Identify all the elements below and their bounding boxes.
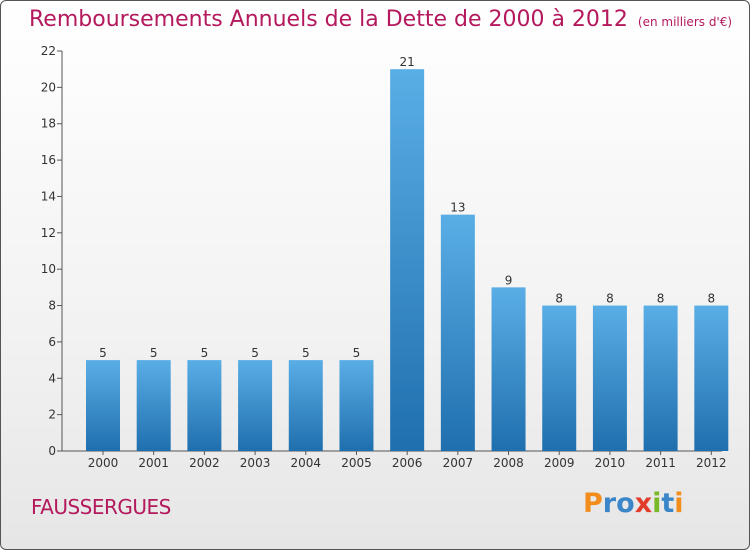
- x-tick-label: 2012: [696, 456, 727, 470]
- logo-letter: r: [602, 488, 617, 519]
- logo-letter: t: [661, 488, 675, 519]
- bar-value-label: 5: [353, 346, 361, 360]
- bar-value-label: 13: [450, 201, 465, 215]
- bar: [187, 360, 222, 451]
- bar: [491, 287, 526, 451]
- title-text: Remboursements Annuels de la Dette de 20…: [29, 7, 628, 32]
- x-tick-label: 2005: [341, 456, 372, 470]
- y-tick-label: 20: [41, 80, 56, 94]
- y-tick-label: 12: [41, 226, 56, 240]
- bar-value-label: 9: [505, 273, 513, 287]
- y-tick-label: 10: [41, 262, 56, 276]
- y-tick-label: 4: [48, 371, 56, 385]
- bar-chart: 0 2 4 6 8 10 12 14 16 18 20 22 2000 2001 2002 2003 2004…: [41, 44, 729, 470]
- bar: [288, 360, 323, 451]
- logo-letter: i: [674, 488, 684, 519]
- x-tick-label: 2010: [595, 456, 626, 470]
- bar: [694, 305, 729, 451]
- logo-letter: i: [652, 488, 662, 519]
- chart-title: Remboursements Annuels de la Dette de 20…: [29, 7, 732, 32]
- x-tick-label: 2007: [443, 456, 474, 470]
- bar: [440, 214, 475, 451]
- logo-letter: x: [634, 488, 653, 519]
- x-tick-label: 2009: [544, 456, 575, 470]
- bar-value-label: 5: [150, 346, 158, 360]
- bar: [136, 360, 171, 451]
- y-tick-label: 0: [48, 444, 56, 458]
- x-axis: 2000 2001 2002 2003 2004 2005 2006 2007 2008 2009…: [62, 450, 727, 470]
- commune-name: FAUSSERGUES: [31, 495, 171, 519]
- x-tick-label: 2008: [493, 456, 524, 470]
- bar-value-label: 8: [606, 292, 614, 306]
- x-tick-label: 2000: [88, 456, 119, 470]
- bar: [86, 360, 120, 451]
- y-tick-label: 14: [41, 189, 56, 203]
- bar-value-label: 5: [251, 346, 259, 360]
- bar-value-label: 8: [657, 292, 665, 306]
- bars: 5 5 5 5 5 5 21 13 9 8 8 8 8: [86, 55, 729, 451]
- logo-letter: o: [616, 488, 635, 519]
- bar-value-label: 5: [302, 346, 310, 360]
- x-tick-label: 2011: [645, 456, 676, 470]
- x-tick-label: 2003: [240, 456, 271, 470]
- x-tick-label: 2001: [138, 456, 169, 470]
- bar: [643, 305, 678, 451]
- bar: [542, 305, 577, 451]
- y-axis: 0 2 4 6 8 10 12 14 16 18 20 22: [41, 44, 63, 458]
- y-tick-label: 2: [48, 408, 56, 422]
- bar-value-label: 21: [400, 55, 415, 69]
- bar-value-label: 5: [99, 346, 107, 360]
- y-tick-label: 6: [48, 335, 56, 349]
- bar: [238, 360, 273, 451]
- bar: [592, 305, 627, 451]
- chart-subtitle: (en milliers d'€): [637, 15, 733, 29]
- x-tick-label: 2002: [189, 456, 220, 470]
- y-tick-label: 8: [48, 299, 56, 313]
- bar: [390, 69, 425, 451]
- bar: [339, 360, 374, 451]
- x-tick-label: 2004: [290, 456, 321, 470]
- y-tick-label: 16: [41, 153, 56, 167]
- bar-value-label: 8: [555, 292, 563, 306]
- y-tick-label: 18: [41, 117, 56, 131]
- bar-value-label: 5: [201, 346, 209, 360]
- logo-letter: P: [583, 488, 603, 519]
- bar-value-label: 8: [707, 292, 715, 306]
- proxiti-logo: Proxiti: [583, 488, 684, 519]
- x-tick-label: 2006: [392, 456, 423, 470]
- y-tick-label: 22: [41, 44, 56, 58]
